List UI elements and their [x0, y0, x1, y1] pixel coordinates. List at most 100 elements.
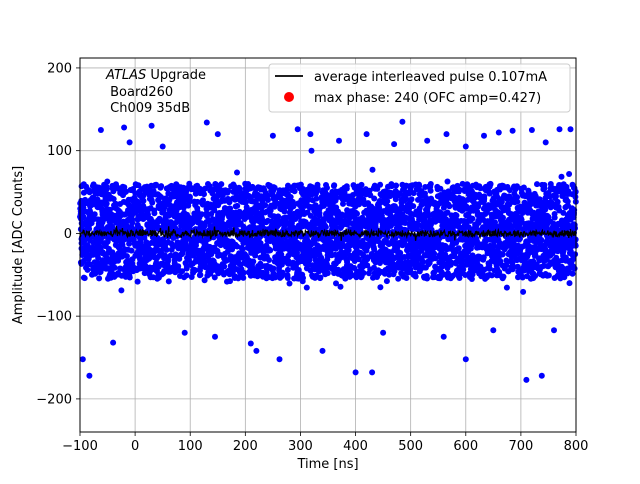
scatter-point	[480, 254, 487, 261]
scatter-point	[307, 131, 314, 138]
y-tick-label: 200	[47, 61, 72, 76]
scatter-point	[128, 247, 135, 254]
scatter-point	[551, 211, 558, 217]
scatter-point	[284, 266, 291, 273]
scatter-point	[330, 183, 337, 189]
scatter-point	[408, 196, 415, 203]
y-tick-label: 100	[47, 144, 72, 159]
scatter-point	[279, 272, 286, 279]
scatter-point	[226, 199, 233, 206]
scatter-point	[214, 131, 221, 138]
legend-label-average-pulse: average interleaved pulse 0.107mA	[314, 70, 547, 85]
scatter-point	[289, 198, 296, 205]
scatter-point	[234, 227, 241, 234]
scatter-point	[281, 208, 288, 215]
scatter-point	[444, 178, 451, 185]
scatter-point	[211, 274, 218, 281]
scatter-point	[384, 198, 391, 205]
scatter-point	[314, 185, 321, 192]
scatter-point	[468, 276, 475, 282]
scatter-point	[500, 214, 506, 221]
scatter-point	[412, 273, 419, 280]
scatter-point	[572, 241, 579, 248]
scatter-point	[218, 181, 225, 188]
scatter-point	[490, 327, 497, 334]
scatter-point	[148, 122, 155, 129]
axis-ticks: −100 0 100 200 300 400 500 600 700 800 −200 −100 0 10…	[36, 61, 588, 454]
scatter-point	[367, 192, 374, 199]
x-tick-label: 500	[398, 439, 423, 454]
scatter-point	[270, 265, 277, 272]
average-pulse-line	[79, 226, 577, 241]
scatter-point	[473, 238, 480, 245]
scatter-point	[420, 258, 427, 265]
scatter-point	[234, 202, 241, 209]
scatter-point	[538, 236, 545, 243]
scatter-point	[520, 288, 527, 295]
scatter-point	[285, 182, 291, 189]
scatter-point	[510, 263, 517, 270]
scatter-point	[455, 245, 462, 252]
scatter-point	[391, 141, 398, 148]
scatter-point	[202, 185, 209, 192]
scatter-point	[272, 274, 279, 281]
scatter-point	[179, 268, 186, 275]
scatter-point	[534, 181, 540, 188]
scatter-point	[363, 131, 370, 138]
scatter-point	[570, 256, 577, 263]
scatter-point	[192, 267, 199, 274]
scatter-point	[486, 190, 493, 197]
scatter-point	[541, 185, 548, 192]
scatter-point	[517, 215, 524, 221]
scatter-point	[572, 189, 579, 196]
scatter-point	[500, 273, 507, 280]
scatter-point	[80, 214, 87, 221]
scatter-point	[364, 262, 371, 269]
scatter-point	[201, 191, 207, 198]
scatter-point	[569, 270, 576, 277]
scatter-point	[555, 203, 562, 210]
scatter-point	[459, 257, 466, 264]
scatter-point	[431, 250, 438, 257]
scatter-point	[186, 198, 193, 205]
scatter-point	[566, 171, 573, 177]
scatter-point	[294, 126, 301, 133]
scatter-point	[103, 200, 110, 207]
scatter-point	[119, 241, 126, 248]
y-tick-label: 0	[64, 227, 72, 242]
scatter-point	[239, 245, 246, 252]
scatter-point	[554, 198, 561, 205]
scatter-point	[514, 198, 521, 205]
scatter-point	[86, 225, 93, 232]
scatter-point	[234, 169, 240, 176]
scatter-point	[399, 118, 406, 125]
scatter-point	[123, 188, 129, 195]
scatter-point	[316, 212, 323, 219]
scatter-point	[570, 211, 577, 218]
scatter-point	[275, 213, 282, 220]
scatter-point	[287, 194, 294, 200]
scatter-point	[559, 250, 566, 257]
scatter-point	[286, 280, 293, 287]
scatter-point	[354, 210, 360, 217]
scatter-point	[461, 188, 468, 194]
scatter-point	[523, 376, 530, 383]
scatter-point	[497, 258, 504, 264]
x-tick-label: 200	[233, 439, 258, 454]
scatter-point	[491, 242, 497, 249]
scatter-point	[542, 139, 549, 146]
scatter-point	[453, 239, 460, 246]
annotation-channel: Ch009 35dB	[106, 101, 190, 116]
x-tick-label: 400	[343, 439, 368, 454]
scatter-point	[140, 197, 147, 204]
scatter-point	[225, 188, 232, 194]
scatter-point	[397, 249, 404, 256]
scatter-point	[336, 137, 342, 144]
scatter-point	[211, 207, 218, 214]
scatter-point	[364, 254, 371, 261]
scatter-point	[158, 183, 165, 190]
scatter-point	[317, 274, 324, 281]
scatter-point	[423, 273, 430, 279]
scatter-point	[566, 280, 573, 287]
